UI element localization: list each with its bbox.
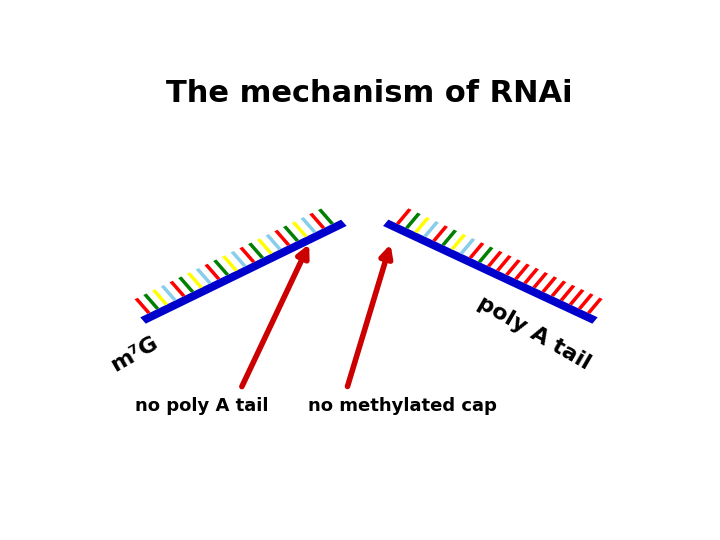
Text: poly A tail: poly A tail bbox=[474, 293, 593, 373]
Bar bbox=[230, 251, 247, 267]
Bar bbox=[143, 293, 159, 309]
Bar bbox=[222, 255, 238, 272]
Bar bbox=[204, 264, 220, 280]
Bar bbox=[169, 281, 186, 297]
Bar bbox=[578, 293, 593, 309]
Bar bbox=[551, 281, 566, 297]
Bar bbox=[187, 272, 203, 288]
Bar bbox=[292, 221, 308, 238]
Bar bbox=[309, 213, 325, 229]
Bar bbox=[587, 298, 603, 314]
Bar bbox=[239, 247, 256, 263]
Bar bbox=[496, 255, 512, 272]
Bar bbox=[541, 276, 557, 293]
Bar bbox=[569, 289, 585, 306]
Bar bbox=[383, 220, 598, 323]
Bar bbox=[405, 213, 420, 229]
Bar bbox=[432, 225, 448, 241]
Bar bbox=[505, 259, 521, 275]
Bar bbox=[179, 276, 194, 293]
Bar bbox=[459, 238, 475, 254]
Bar bbox=[140, 220, 346, 323]
Bar bbox=[318, 208, 334, 225]
Bar bbox=[161, 285, 177, 301]
Bar bbox=[257, 238, 273, 254]
Bar bbox=[266, 234, 282, 250]
Bar bbox=[196, 268, 212, 284]
Bar bbox=[283, 226, 299, 242]
Bar bbox=[414, 217, 430, 233]
Text: no poly A tail: no poly A tail bbox=[135, 397, 269, 415]
Bar bbox=[478, 247, 493, 263]
Bar bbox=[487, 251, 503, 267]
Bar bbox=[300, 217, 317, 233]
Bar bbox=[514, 264, 530, 280]
Text: m⁷G: m⁷G bbox=[107, 332, 162, 375]
Bar bbox=[523, 268, 539, 284]
Bar bbox=[152, 289, 168, 306]
Bar bbox=[135, 298, 150, 314]
Bar bbox=[532, 272, 548, 288]
Bar bbox=[423, 221, 439, 238]
Text: The mechanism of RNAi: The mechanism of RNAi bbox=[166, 79, 572, 109]
Bar bbox=[441, 230, 457, 246]
Bar bbox=[274, 230, 290, 246]
Bar bbox=[559, 285, 575, 301]
Bar bbox=[396, 208, 412, 225]
Bar bbox=[213, 260, 229, 276]
Bar bbox=[451, 234, 466, 250]
Bar bbox=[469, 242, 485, 259]
Text: no methylated cap: no methylated cap bbox=[308, 397, 497, 415]
Bar bbox=[248, 242, 264, 259]
